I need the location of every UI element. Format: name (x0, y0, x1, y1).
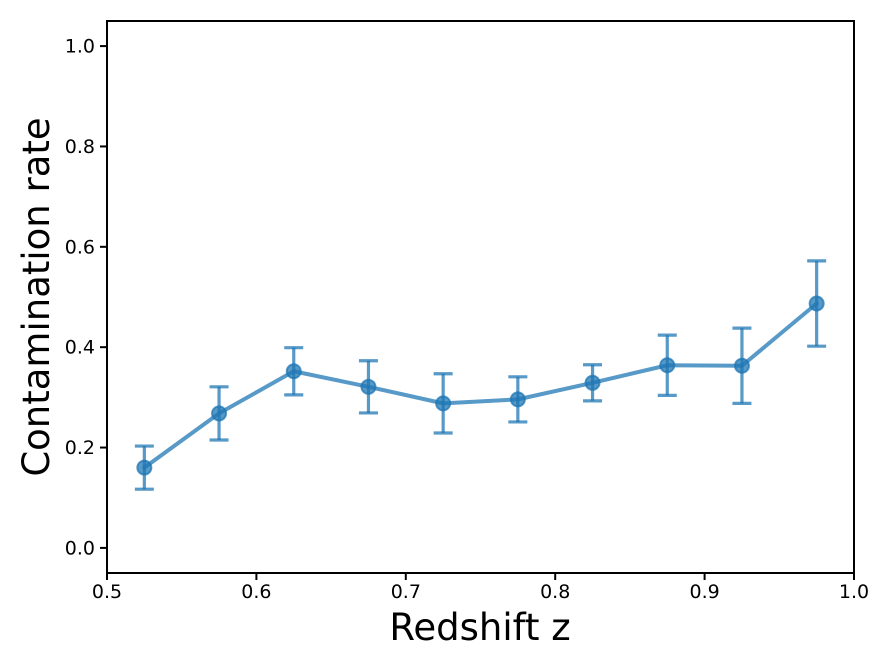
y-tick-label: 0.2 (65, 437, 95, 459)
x-axis-label: Redshift z (389, 606, 570, 649)
data-line (142, 301, 819, 470)
data-point (435, 395, 452, 412)
x-tick-label: 1.0 (839, 581, 869, 603)
series-line (142, 301, 819, 470)
x-tick-label: 0.9 (689, 581, 719, 603)
data-point (733, 357, 750, 374)
data-point (211, 405, 228, 422)
data-point (136, 459, 153, 476)
y-tick-label: 0.0 (65, 537, 95, 559)
x-tick-label: 0.7 (391, 581, 421, 603)
errorbar-series (134, 259, 827, 491)
data-point (285, 363, 302, 380)
data-point (584, 374, 601, 391)
tick-labels: 0.5 0.6 0.7 0.8 0.9 1.0 0.0 0.2 0.4 0.6 0.8 1.0 (65, 36, 869, 603)
y-tick-label: 0.6 (65, 236, 95, 258)
y-axis-label: Contamination rate (15, 117, 58, 476)
x-tick-label: 0.6 (241, 581, 271, 603)
data-point (509, 391, 526, 408)
data-point (808, 295, 825, 312)
data-point (659, 357, 676, 374)
y-tick-label: 0.8 (65, 136, 95, 158)
axes (100, 20, 855, 580)
data-point (360, 378, 377, 395)
y-tick-label: 1.0 (65, 36, 95, 58)
x-tick-label: 0.8 (540, 581, 570, 603)
x-tick-label: 0.5 (92, 581, 122, 603)
plot-spines (106, 20, 855, 574)
y-tick-label: 0.4 (65, 337, 95, 359)
data-markers (136, 295, 825, 476)
